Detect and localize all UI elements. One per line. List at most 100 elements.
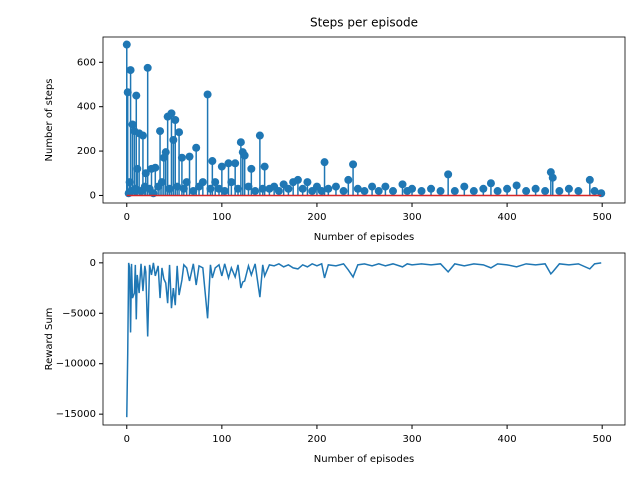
stem-marker [564, 184, 573, 193]
stem-marker [177, 153, 186, 162]
stem-marker [585, 175, 594, 184]
stem-marker [126, 66, 135, 75]
x-tick-label: 200 [307, 212, 326, 223]
x-tick-label: 300 [402, 434, 421, 445]
x-tick-label: 400 [498, 434, 517, 445]
stem-marker [182, 178, 191, 187]
y-tick-label: −10000 [56, 359, 96, 370]
stem-marker [192, 143, 201, 152]
stem-marker [398, 180, 407, 189]
stem-marker [138, 131, 147, 140]
stem-marker [189, 187, 198, 196]
stem-marker [331, 182, 340, 191]
stem-marker [503, 184, 512, 193]
stem-marker [360, 187, 369, 196]
stem-marker [123, 88, 132, 97]
stem-marker [493, 187, 502, 196]
stem-marker [469, 187, 478, 196]
stem-marker [320, 158, 329, 167]
stem-marker [324, 184, 333, 193]
stem-marker [590, 187, 599, 196]
x-tick-label: 300 [402, 212, 421, 223]
x-tick-label: 400 [498, 212, 517, 223]
stem-marker [303, 178, 312, 187]
stem-marker [258, 184, 267, 193]
y-tick-label: 0 [90, 258, 96, 269]
stem-marker [444, 170, 453, 179]
stem-marker [227, 178, 236, 187]
x-tick-label: 100 [212, 212, 231, 223]
stem-marker [161, 148, 170, 157]
stem-marker [531, 184, 540, 193]
stem-marker [169, 135, 178, 144]
y-tick-label: 600 [77, 57, 96, 68]
stem-marker [198, 178, 207, 187]
stem-marker [244, 182, 253, 191]
stem-marker [284, 184, 293, 193]
stem-marker [125, 178, 134, 187]
y-axis-label: Number of steps [44, 78, 55, 161]
stem-marker [460, 182, 469, 191]
stem-marker [167, 109, 176, 118]
stem-marker [349, 160, 358, 169]
stem-marker [255, 131, 264, 140]
stem-marker [298, 184, 307, 193]
stem-marker [185, 152, 194, 161]
stem-marker [173, 182, 182, 191]
reward-line [126, 262, 602, 418]
stem-marker [133, 164, 142, 173]
stem-marker [220, 187, 229, 196]
stem-marker [339, 187, 348, 196]
stem-marker [417, 187, 426, 196]
stem-marker [217, 162, 226, 171]
stem-marker [522, 187, 531, 196]
stem-marker [450, 187, 459, 196]
stem-marker [208, 157, 217, 166]
stem-marker [141, 169, 150, 178]
stem-marker [157, 178, 166, 187]
y-axis-label: Reward Sum [44, 308, 55, 371]
stem-marker [234, 184, 243, 193]
x-tick-label: 500 [593, 212, 612, 223]
stem-marker [203, 90, 212, 99]
chart-title: Steps per episode [310, 16, 418, 30]
stem-marker [260, 162, 269, 171]
stem-marker [374, 187, 383, 196]
stem-marker [179, 184, 188, 193]
stem-marker [548, 173, 557, 182]
stem-marker [171, 116, 180, 124]
stem-marker [132, 91, 141, 100]
stem-marker [128, 120, 137, 129]
stem-marker [274, 187, 283, 196]
x-tick-label: 0 [124, 212, 130, 223]
x-tick-label: 0 [124, 434, 130, 445]
stem-marker [251, 187, 260, 196]
x-axis-label: Number of episodes [314, 232, 414, 243]
stem-marker [165, 184, 174, 193]
stem-marker [512, 181, 521, 190]
stem-marker [353, 184, 362, 193]
x-tick-label: 200 [307, 434, 326, 445]
stem-marker [368, 182, 377, 191]
x-axis-label: Number of episodes [314, 454, 414, 465]
stem-marker [122, 40, 131, 49]
x-tick-label: 500 [593, 434, 612, 445]
stem-marker [156, 127, 165, 136]
axes-frame [102, 252, 626, 426]
stem-marker [175, 128, 184, 137]
stem-marker [143, 63, 152, 72]
stem-marker [240, 151, 249, 160]
stem-marker [206, 184, 215, 193]
stem-marker [317, 187, 326, 196]
y-tick-label: 400 [77, 102, 96, 113]
y-tick-label: 0 [90, 190, 96, 201]
stem-marker [574, 187, 583, 196]
stem-marker [247, 164, 256, 173]
y-tick-label: −5000 [62, 308, 96, 319]
y-tick-label: 200 [77, 146, 96, 157]
stem-marker [224, 159, 233, 168]
stem-marker [541, 187, 550, 196]
stem-marker [231, 159, 240, 168]
stem-marker [236, 138, 245, 147]
